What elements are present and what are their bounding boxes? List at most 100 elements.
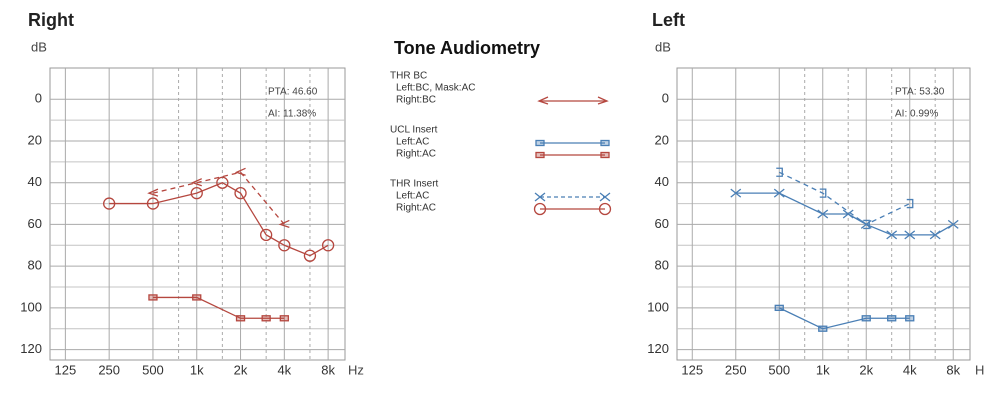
y-tick-label: 80 [28,258,42,273]
marker-x [534,192,546,202]
marker-x [599,192,611,202]
legend-heading: UCL Insert [390,125,438,136]
marker-bracket [776,167,783,177]
x-axis-label: H [975,362,984,377]
x-tick-label: 8k [946,362,960,377]
marker-x [773,188,785,198]
marker-square [774,304,784,312]
x-tick-label: 500 [768,362,790,377]
y-tick-label: 60 [28,216,42,231]
legend-label: Right:AC [396,203,436,214]
series-line [152,296,285,319]
x-tick-label: 250 [98,362,120,377]
annotation: PTA: 46.60 [268,87,318,98]
marker-bracket-right [597,96,609,105]
y-tick-label: 0 [35,91,42,106]
annotation: AI: 0.99% [895,109,938,120]
marker-square [148,294,158,301]
legend-label: Right:BC [396,95,436,106]
x-tick-label: 1k [190,362,204,377]
marker-square [600,139,610,147]
marker-square [535,151,545,159]
legend-label: Right:AC [396,149,436,160]
x-tick-label: 250 [725,362,747,377]
series-line [152,171,285,225]
marker-circle [278,239,291,252]
y-axis-label: dB [31,39,47,54]
marker-bracket-left [278,219,290,229]
series-line [778,307,910,330]
legend-label: Left:AC [396,137,429,148]
marker-square [818,325,828,332]
marker-x [904,230,916,240]
y-tick-label: 0 [662,91,669,106]
y-tick-label: 40 [655,174,669,189]
x-tick-label: 4k [277,362,291,377]
marker-circle [190,186,203,200]
y-tick-label: 20 [655,132,669,147]
x-tick-label: 2k [234,362,248,377]
marker-circle [146,197,160,210]
marker-circle [598,202,612,216]
marker-bracket-left [190,178,203,187]
marker-bracket [863,219,870,230]
marker-circle [321,239,335,252]
y-tick-label: 60 [655,216,669,231]
x-axis-label: Hz [348,362,364,377]
y-tick-label: 120 [647,341,669,356]
x-tick-label: 125 [55,362,77,377]
y-tick-label: 100 [647,299,669,314]
marker-x [817,209,829,219]
series-line [778,171,911,226]
marker-circle [103,197,116,210]
marker-x [929,230,941,240]
y-axis-label: dB [655,39,671,54]
marker-x [730,188,742,198]
x-tick-label: 125 [681,362,703,377]
x-tick-label: 8k [321,362,335,377]
marker-circle [260,228,273,242]
marker-circle [234,186,247,200]
marker-circle [303,249,317,262]
x-tick-label: 500 [142,362,164,377]
page-title: Tone Audiometry [394,38,540,58]
marker-x [860,219,872,229]
chart-title: Right [28,10,74,30]
plot-frame [49,67,346,361]
x-tick-label: 2k [859,362,873,377]
marker-square [535,139,545,147]
series-line [109,181,329,257]
marker-square [905,315,915,322]
y-tick-label: 40 [28,174,42,189]
marker-square [861,315,871,322]
marker-square [235,315,246,322]
marker-square [887,315,897,322]
marker-bracket-left [537,96,549,105]
x-tick-label: 1k [816,362,830,377]
y-tick-label: 100 [20,299,42,314]
marker-circle [216,176,229,189]
legend-heading: THR BC [390,71,427,82]
marker-square [192,294,202,301]
marker-circle [533,202,547,216]
marker-bracket-left [234,167,246,176]
marker-square [279,315,289,322]
legend-label: Left:BC, Mask:AC [396,83,475,94]
marker-x [947,219,959,229]
legend-label: Left:AC [396,191,429,202]
x-tick-label: 4k [903,362,917,377]
legend-heading: THR Insert [390,179,439,190]
marker-x [842,209,854,219]
marker-square [600,151,610,159]
marker-bracket [819,188,827,198]
annotation: AI: 11.38% [268,109,316,120]
plot-frame [676,67,971,361]
y-tick-label: 120 [20,341,42,356]
annotation: PTA: 53.30 [895,87,945,98]
chart-title: Left [652,10,685,30]
marker-bracket-left [147,188,159,197]
y-tick-label: 20 [28,132,42,147]
y-tick-label: 80 [655,258,669,273]
marker-square [261,315,271,322]
